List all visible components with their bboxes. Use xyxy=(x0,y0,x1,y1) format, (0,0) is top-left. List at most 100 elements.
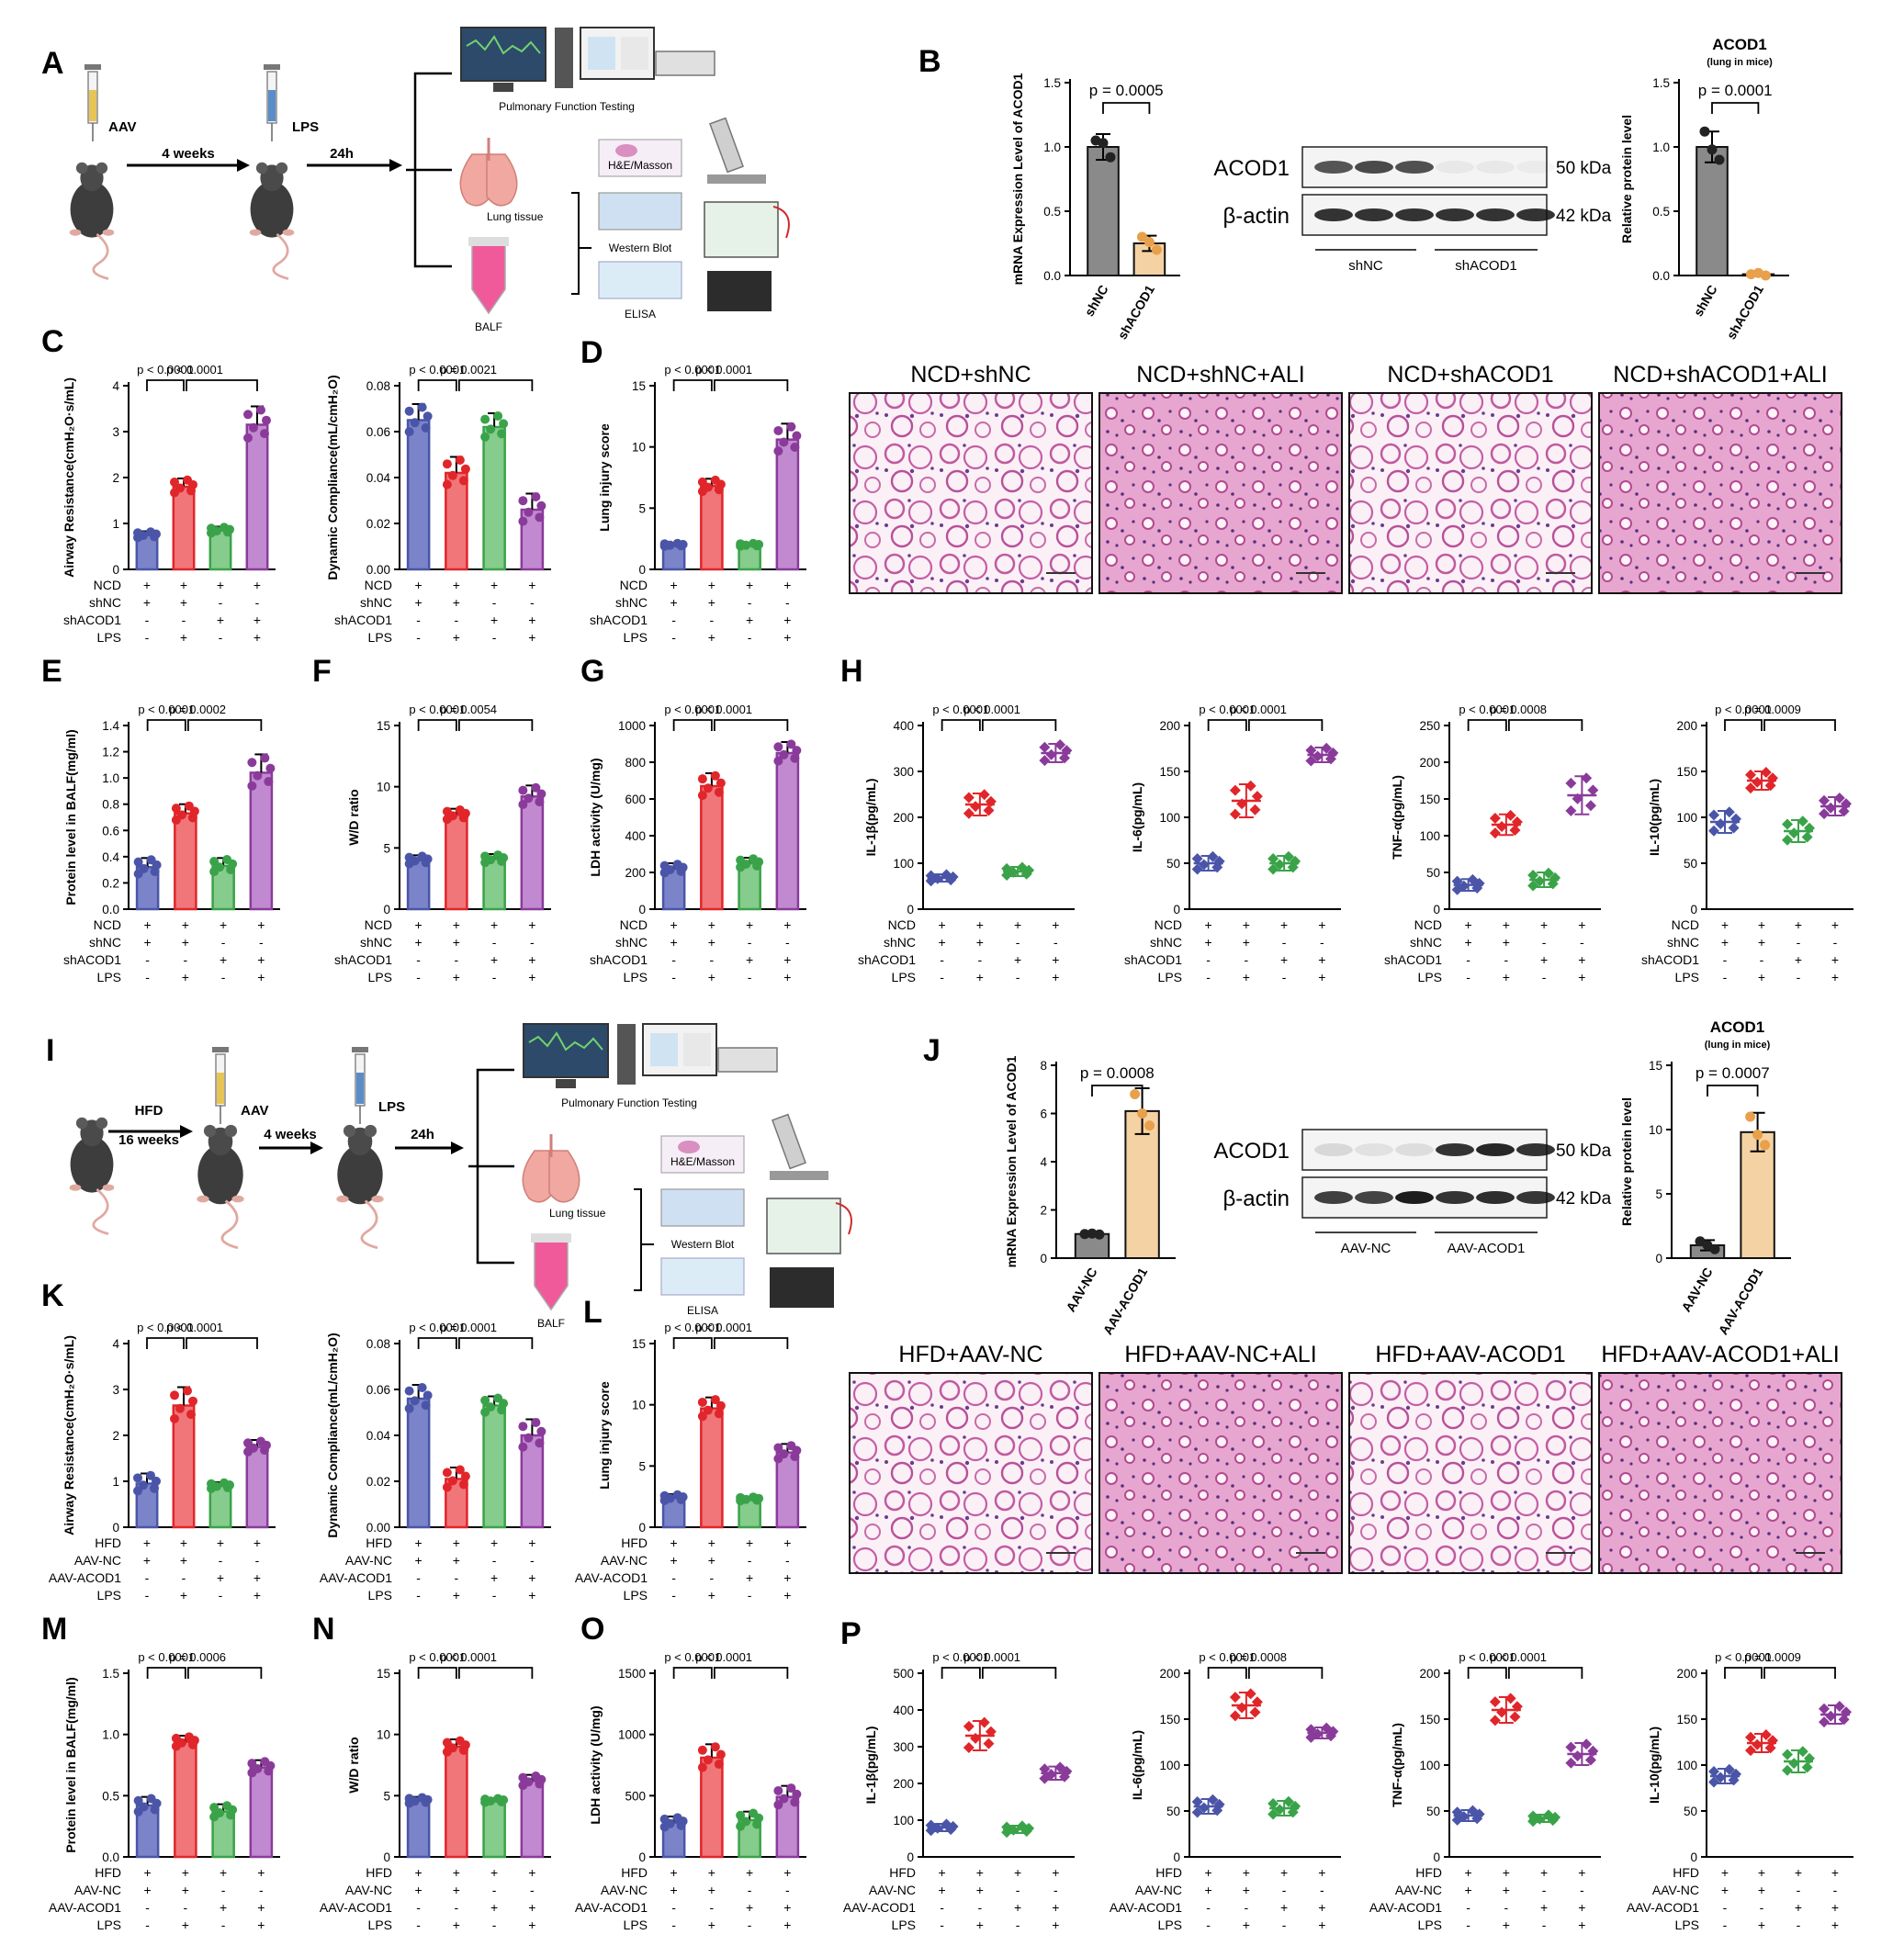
y-tick-label: 1 xyxy=(112,517,119,531)
blot-band xyxy=(1476,1143,1515,1156)
data-point xyxy=(1039,1763,1051,1775)
data-point xyxy=(1249,1706,1261,1718)
data-point xyxy=(447,1476,457,1486)
bar xyxy=(700,485,724,571)
sig-bracket xyxy=(417,1667,457,1679)
tube-icon xyxy=(534,1239,569,1311)
y-tick-label: 10 xyxy=(632,1399,646,1412)
histology-title: HFD+AAV-ACOD1+ALI xyxy=(1601,1342,1839,1367)
group-sign: - xyxy=(671,613,676,627)
sig-bracket xyxy=(1091,1085,1144,1097)
data-point xyxy=(410,1396,420,1406)
data-point xyxy=(518,799,528,809)
blot-band xyxy=(1476,161,1515,174)
data-point xyxy=(1274,859,1286,871)
group-sign: + xyxy=(453,1883,460,1897)
blot-band xyxy=(1355,161,1393,174)
data-point xyxy=(773,446,783,456)
group-row-label: HFD xyxy=(95,1535,121,1550)
group-sign: - xyxy=(1016,1883,1020,1897)
y-tick-label: 3 xyxy=(112,425,119,439)
group-sign: - xyxy=(221,970,226,984)
group-sign: + xyxy=(746,1535,753,1550)
group-sign: - xyxy=(1580,1883,1584,1897)
y-tick-label: 5 xyxy=(1655,1187,1662,1201)
p-value: p = 0.0008 xyxy=(1230,1650,1287,1664)
group-row-label: shNC xyxy=(89,935,121,950)
y-tick-label: 0 xyxy=(638,1850,646,1864)
bar xyxy=(445,814,468,911)
group-row-label: shNC xyxy=(615,935,648,950)
sig-bracket xyxy=(1102,102,1151,114)
panel-label-N: N xyxy=(312,1612,335,1647)
group-sign: + xyxy=(220,1865,227,1880)
sig-bracket xyxy=(672,719,713,731)
data-point xyxy=(703,1755,713,1765)
data-point xyxy=(247,781,257,791)
arrow-head xyxy=(451,1142,464,1154)
label-aav: AAV xyxy=(241,1103,269,1119)
y-tick-label: 10 xyxy=(377,781,390,794)
group-sign: + xyxy=(708,578,715,592)
data-point xyxy=(1198,1802,1210,1814)
x-category-label: AAV-ACOD1 xyxy=(1100,1265,1151,1337)
chart-title: ACOD1 xyxy=(1712,36,1767,53)
y-tick-label: 0 xyxy=(1173,1850,1180,1864)
p-value: p < 0.0001 xyxy=(409,703,466,716)
blot-band xyxy=(1395,1143,1434,1156)
y-axis-label: Relative protein level xyxy=(1619,1097,1634,1226)
group-row-label: LPS xyxy=(97,1588,121,1603)
group-sign: + xyxy=(453,970,460,984)
data-point xyxy=(1782,818,1793,830)
group-sign: - xyxy=(255,1553,260,1568)
group-sign: + xyxy=(746,578,753,592)
y-tick-label: 5 xyxy=(638,501,646,515)
y-tick-label: 0 xyxy=(383,1850,390,1864)
sig-bracket xyxy=(941,719,981,731)
data-point xyxy=(207,523,216,534)
p-value: p < 0.0001 xyxy=(963,1650,1020,1664)
data-point xyxy=(247,758,257,768)
band-kda: 50 kDa xyxy=(1556,1142,1612,1161)
mouse-foot xyxy=(197,1195,209,1203)
data-point xyxy=(1565,1741,1577,1753)
group-sign: + xyxy=(257,1900,265,1915)
group-row-label: AAV-ACOD1 xyxy=(575,1570,648,1585)
label-lung: Lung tissue xyxy=(549,1207,606,1220)
group-sign: + xyxy=(1503,970,1510,984)
group-sign: + xyxy=(1205,1883,1212,1897)
y-tick-label: 0 xyxy=(112,563,119,577)
group-label: shNC xyxy=(1348,258,1383,274)
group-sign: + xyxy=(976,1865,984,1880)
p-value: p = 0.0005 xyxy=(1089,82,1164,99)
data-point xyxy=(183,475,192,485)
group-sign: + xyxy=(708,970,715,984)
blot-band xyxy=(1516,208,1555,221)
y-tick-label: 0.8 xyxy=(102,798,119,812)
y-tick-label: 100 xyxy=(893,857,914,871)
p-value: p < 0.0001 xyxy=(1199,703,1256,716)
arrow-head xyxy=(180,1125,193,1138)
group-row-label: LPS xyxy=(1158,1918,1182,1932)
y-tick-label: 5 xyxy=(383,1789,390,1803)
data-point xyxy=(1504,809,1516,821)
group-sign: + xyxy=(1831,970,1839,984)
group-label: AAV-ACOD1 xyxy=(1448,1241,1526,1256)
group-row-label: LPS xyxy=(1675,970,1699,984)
data-point xyxy=(773,1785,783,1795)
group-sign: + xyxy=(1831,917,1839,932)
data-point xyxy=(672,1490,682,1500)
bar xyxy=(172,485,196,571)
bar xyxy=(1740,1130,1775,1260)
y-tick-label: 500 xyxy=(893,1667,914,1681)
p-value: p < 0.0001 xyxy=(932,703,989,716)
data-point xyxy=(1584,800,1596,812)
data-point xyxy=(455,1465,465,1475)
mouse-body xyxy=(337,1144,383,1205)
data-point xyxy=(1527,869,1539,881)
data-point xyxy=(978,1716,990,1728)
syringe-plunger xyxy=(264,64,280,70)
data-point xyxy=(1144,237,1155,248)
group-sign: + xyxy=(415,578,422,592)
y-tick-label: 200 xyxy=(1419,1667,1440,1681)
